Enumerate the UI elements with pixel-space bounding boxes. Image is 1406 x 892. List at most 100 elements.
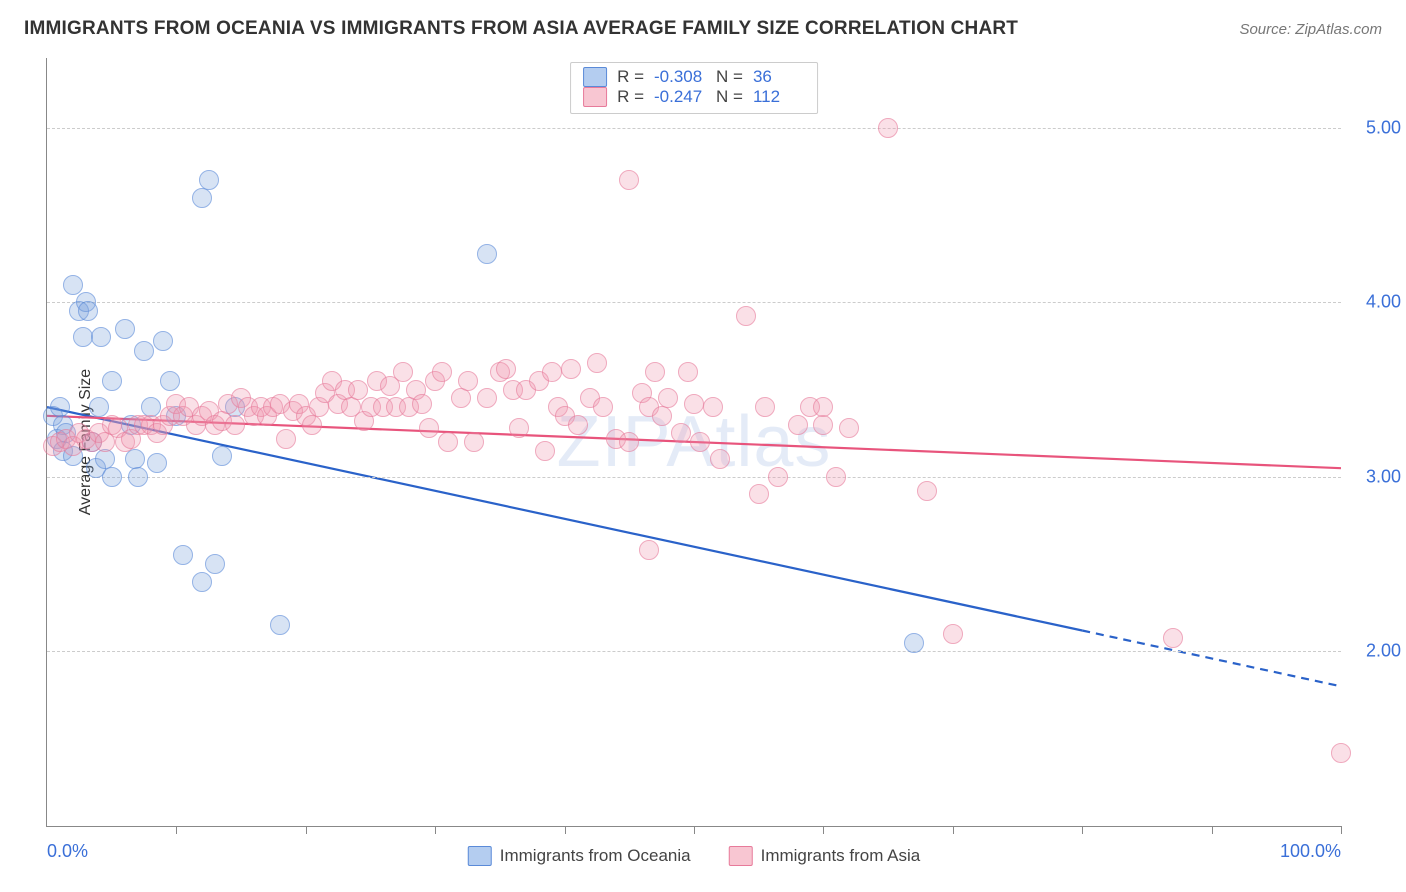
asia-point xyxy=(710,449,730,469)
asia-point xyxy=(419,418,439,438)
asia-series-label: Immigrants from Asia xyxy=(761,846,921,866)
ytick-label: 4.00 xyxy=(1366,292,1401,313)
asia-point xyxy=(1331,743,1351,763)
ytick-label: 5.00 xyxy=(1366,117,1401,138)
oceania-point xyxy=(78,301,98,321)
xtick xyxy=(176,826,177,834)
oceania-n-value: 36 xyxy=(753,67,805,87)
oceania-point xyxy=(134,341,154,361)
asia-point xyxy=(593,397,613,417)
xtick xyxy=(306,826,307,834)
oceania-point xyxy=(102,371,122,391)
asia-swatch-icon xyxy=(729,846,753,866)
asia-point xyxy=(703,397,723,417)
asia-point xyxy=(412,394,432,414)
oceania-point xyxy=(115,319,135,339)
asia-point xyxy=(438,432,458,452)
n-label: N = xyxy=(716,67,743,87)
asia-point xyxy=(477,388,497,408)
ytick-label: 2.00 xyxy=(1366,641,1401,662)
asia-swatch-icon xyxy=(583,87,607,107)
oceania-point xyxy=(173,545,193,565)
r-label: R = xyxy=(617,67,644,87)
asia-point xyxy=(619,432,639,452)
oceania-point xyxy=(212,446,232,466)
oceania-swatch-icon xyxy=(468,846,492,866)
gridline xyxy=(47,651,1341,652)
xtick-label: 100.0% xyxy=(1280,841,1341,862)
xtick xyxy=(1212,826,1213,834)
gridline xyxy=(47,302,1341,303)
oceania-point xyxy=(73,327,93,347)
asia-point xyxy=(496,359,516,379)
xtick xyxy=(694,826,695,834)
oceania-point xyxy=(477,244,497,264)
chart-title: IMMIGRANTS FROM OCEANIA VS IMMIGRANTS FR… xyxy=(24,18,1018,40)
chart-source: Source: ZipAtlas.com xyxy=(1239,21,1382,38)
xtick xyxy=(1341,826,1342,834)
correlation-legend: R = -0.308 N = 36 R = -0.247 N = 112 xyxy=(570,62,818,114)
oceania-swatch-icon xyxy=(583,67,607,87)
asia-point xyxy=(671,423,691,443)
series-legend: Immigrants from Oceania Immigrants from … xyxy=(468,846,921,866)
asia-point xyxy=(619,170,639,190)
asia-point xyxy=(535,441,555,461)
gridline xyxy=(47,128,1341,129)
asia-point xyxy=(464,432,484,452)
asia-point xyxy=(943,624,963,644)
asia-point xyxy=(678,362,698,382)
asia-point xyxy=(276,429,296,449)
asia-point xyxy=(561,359,581,379)
asia-point xyxy=(658,388,678,408)
oceania-point xyxy=(153,331,173,351)
asia-point xyxy=(788,415,808,435)
asia-point xyxy=(839,418,859,438)
asia-point xyxy=(393,362,413,382)
asia-point xyxy=(652,406,672,426)
oceania-point xyxy=(63,275,83,295)
asia-point xyxy=(768,467,788,487)
oceania-point xyxy=(147,453,167,473)
xtick xyxy=(1082,826,1083,834)
asia-point xyxy=(1163,628,1183,648)
asia-point xyxy=(645,362,665,382)
asia-point xyxy=(749,484,769,504)
asia-point xyxy=(813,397,833,417)
asia-point xyxy=(509,418,529,438)
oceania-point xyxy=(192,188,212,208)
oceania-r-value: -0.308 xyxy=(654,67,706,87)
xtick-label: 0.0% xyxy=(47,841,88,862)
asia-point xyxy=(225,415,245,435)
oceania-point xyxy=(199,170,219,190)
asia-point xyxy=(451,388,471,408)
asia-point xyxy=(690,432,710,452)
asia-r-value: -0.247 xyxy=(654,87,706,107)
asia-point xyxy=(878,118,898,138)
oceania-point xyxy=(128,467,148,487)
oceania-point xyxy=(91,327,111,347)
n-label: N = xyxy=(716,87,743,107)
asia-point xyxy=(813,415,833,435)
r-label: R = xyxy=(617,87,644,107)
oceania-point xyxy=(270,615,290,635)
asia-point xyxy=(432,362,452,382)
ytick-label: 3.00 xyxy=(1366,466,1401,487)
asia-n-value: 112 xyxy=(753,87,805,107)
oceania-series-label: Immigrants from Oceania xyxy=(500,846,691,866)
oceania-point xyxy=(89,397,109,417)
asia-point xyxy=(826,467,846,487)
asia-point xyxy=(348,380,368,400)
asia-point xyxy=(639,540,659,560)
asia-point xyxy=(917,481,937,501)
oceania-point xyxy=(160,371,180,391)
asia-point xyxy=(684,394,704,414)
gridline xyxy=(47,477,1341,478)
xtick xyxy=(435,826,436,834)
scatter-plot: Average Family Size ZIPAtlas R = -0.308 … xyxy=(46,58,1341,827)
oceania-point xyxy=(102,467,122,487)
asia-point xyxy=(755,397,775,417)
oceania-point xyxy=(904,633,924,653)
asia-point xyxy=(458,371,478,391)
asia-point xyxy=(302,415,322,435)
asia-point xyxy=(736,306,756,326)
